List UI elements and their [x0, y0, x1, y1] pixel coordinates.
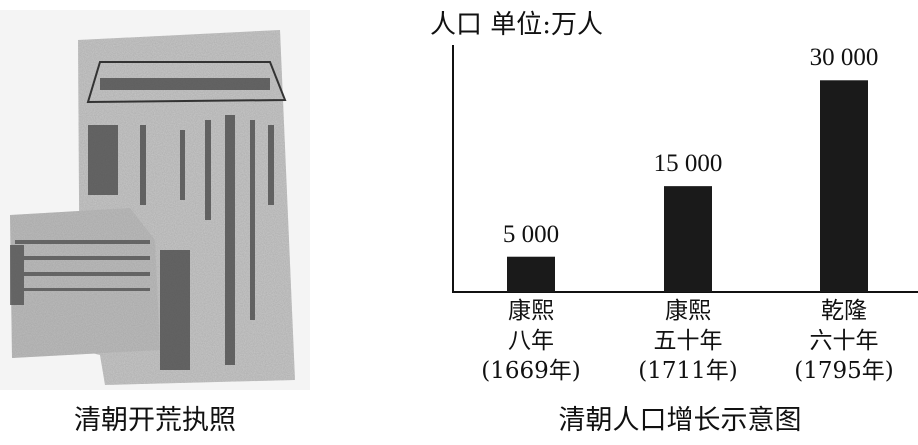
bar-1	[664, 186, 712, 292]
category-label-2: 乾隆六十年 (1795年)	[794, 296, 893, 386]
bar-0	[507, 256, 555, 292]
land-license-photo	[0, 10, 310, 390]
category-label-line: 乾隆	[820, 298, 867, 324]
y-axis-label: 人口 单位:万人	[430, 10, 604, 40]
photo-caption: 清朝开荒执照	[74, 405, 236, 436]
bar-2	[820, 80, 868, 293]
category-label-line: (1711年)	[638, 358, 738, 384]
category-label-line: 康熙	[507, 298, 554, 324]
category-label-line: (1669年)	[481, 358, 581, 384]
value-label-2: 30 000	[809, 44, 879, 72]
category-label-line: 康熙	[664, 298, 711, 324]
value-label-1: 15 000	[653, 150, 723, 178]
category-label-0: 康熙八年 (1669年)	[481, 296, 580, 386]
category-label-line: (1795年)	[794, 358, 894, 384]
chart-caption: 清朝人口增长示意图	[558, 405, 802, 436]
category-label-line: 六十年	[809, 328, 879, 354]
category-label-1: 康熙五十年 (1711年)	[638, 296, 737, 386]
category-label-line: 五十年	[653, 328, 723, 354]
value-label-0: 5 000	[502, 220, 560, 248]
category-label-line: 八年	[507, 328, 554, 354]
